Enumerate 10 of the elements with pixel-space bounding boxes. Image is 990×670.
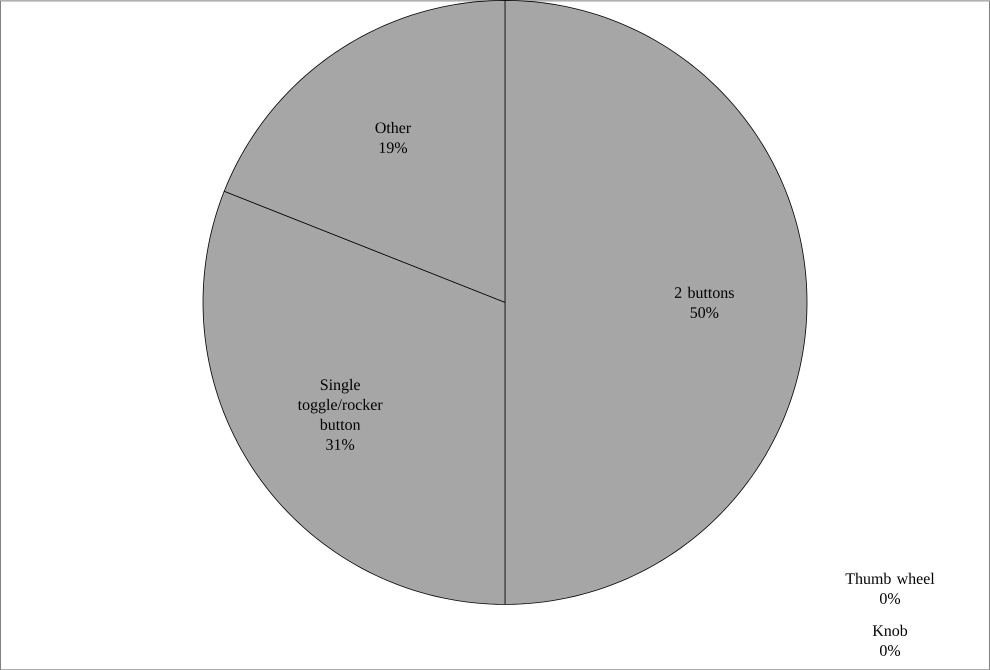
slice-label: Other	[375, 122, 411, 133]
slice-label: 2 buttons	[674, 286, 734, 298]
text: 0%	[880, 592, 900, 604]
data-label: 50%	[690, 306, 718, 318]
data-label: 31%	[326, 438, 354, 450]
category-label: Thumb wheel	[846, 572, 934, 584]
slice-label: Single toggle/rocker button	[298, 378, 383, 430]
category-label: Knob	[872, 624, 908, 636]
data-label: 19%	[380, 142, 408, 153]
text: 0%	[880, 644, 900, 656]
